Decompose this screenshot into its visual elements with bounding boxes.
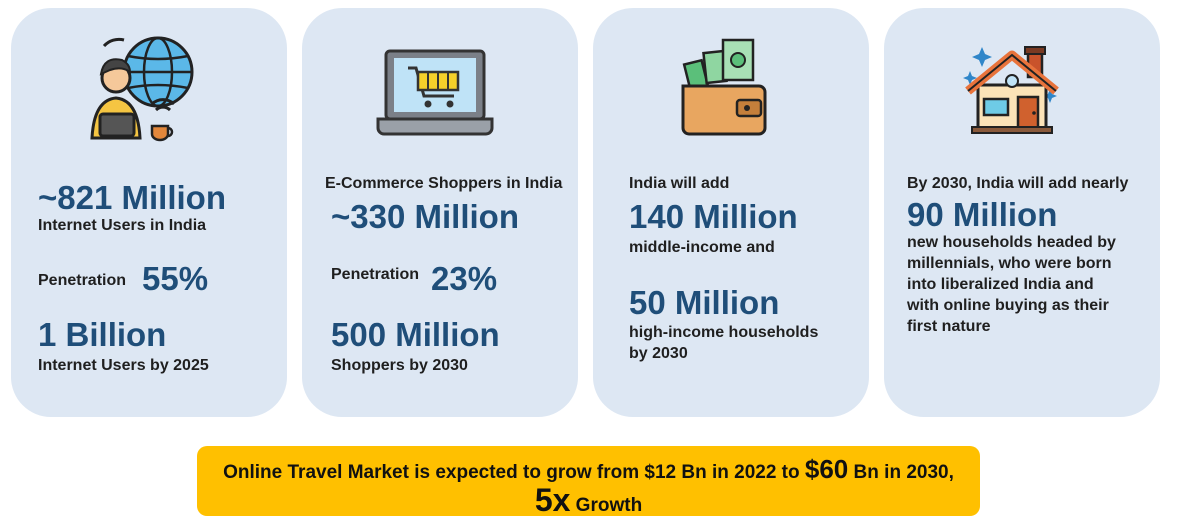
penetration-value: 23% — [431, 260, 498, 297]
internet-users-label: Internet Users in India — [38, 217, 207, 234]
high-income-label: high-income households — [629, 324, 819, 341]
house-icon — [963, 46, 1059, 134]
banner-line-1: Online Travel Market is expected to grow… — [197, 454, 980, 485]
billion-users-value: 1 Billion — [38, 316, 167, 353]
banner-text-a: Online Travel Market is expected to grow… — [223, 462, 805, 483]
high-income-value: 50 Million — [629, 284, 780, 321]
person-laptop-globe-icon — [90, 36, 194, 142]
middle-income-label: middle-income and — [629, 239, 775, 256]
income-households-card: India will add 140 Million middle-income… — [593, 8, 869, 417]
penetration-label: Penetration — [331, 266, 420, 283]
ecommerce-card: E-Commerce Shoppers in India ~330 Millio… — [302, 8, 578, 417]
households-value: 90 Million — [907, 196, 1058, 233]
india-add-header: India will add — [629, 175, 730, 192]
billion-users-label: Internet Users by 2025 — [38, 357, 209, 374]
growth-label: Growth — [570, 495, 643, 516]
households-desc-line: new households headed by — [907, 234, 1116, 251]
households-desc-line: millennials, who were born — [907, 255, 1112, 272]
shoppers-value: ~330 Million — [331, 198, 519, 235]
middle-income-value: 140 Million — [629, 198, 798, 235]
penetration-label: Penetration — [38, 272, 127, 289]
new-households-card: By 2030, India will add nearly 90 Millio… — [884, 8, 1160, 417]
travel-market-banner: Online Travel Market is expected to grow… — [197, 446, 980, 519]
households-desc-line: with online buying as their — [907, 297, 1109, 314]
banner-text-b: Bn in 2030, — [848, 462, 954, 483]
shoppers-2030-value: 500 Million — [331, 316, 500, 353]
banner-highlight: $60 — [804, 454, 849, 484]
high-income-year: by 2030 — [629, 345, 688, 362]
internet-users-value: ~821 Million — [38, 179, 226, 216]
growth-multiplier: 5x — [534, 482, 571, 518]
laptop-shopping-cart-icon — [376, 49, 494, 136]
penetration-value: 55% — [142, 260, 209, 297]
banner-line-2: 5x Growth — [197, 482, 980, 519]
households-desc-line: into liberalized India and — [907, 276, 1094, 293]
wallet-cash-icon — [681, 38, 767, 136]
households-header: By 2030, India will add nearly — [907, 175, 1129, 192]
ecommerce-header: E-Commerce Shoppers in India — [325, 175, 563, 192]
shoppers-2030-label: Shoppers by 2030 — [331, 357, 468, 374]
internet-users-card: ~821 Million Internet Users in India Pen… — [11, 8, 287, 417]
households-desc-line: first nature — [907, 318, 991, 335]
